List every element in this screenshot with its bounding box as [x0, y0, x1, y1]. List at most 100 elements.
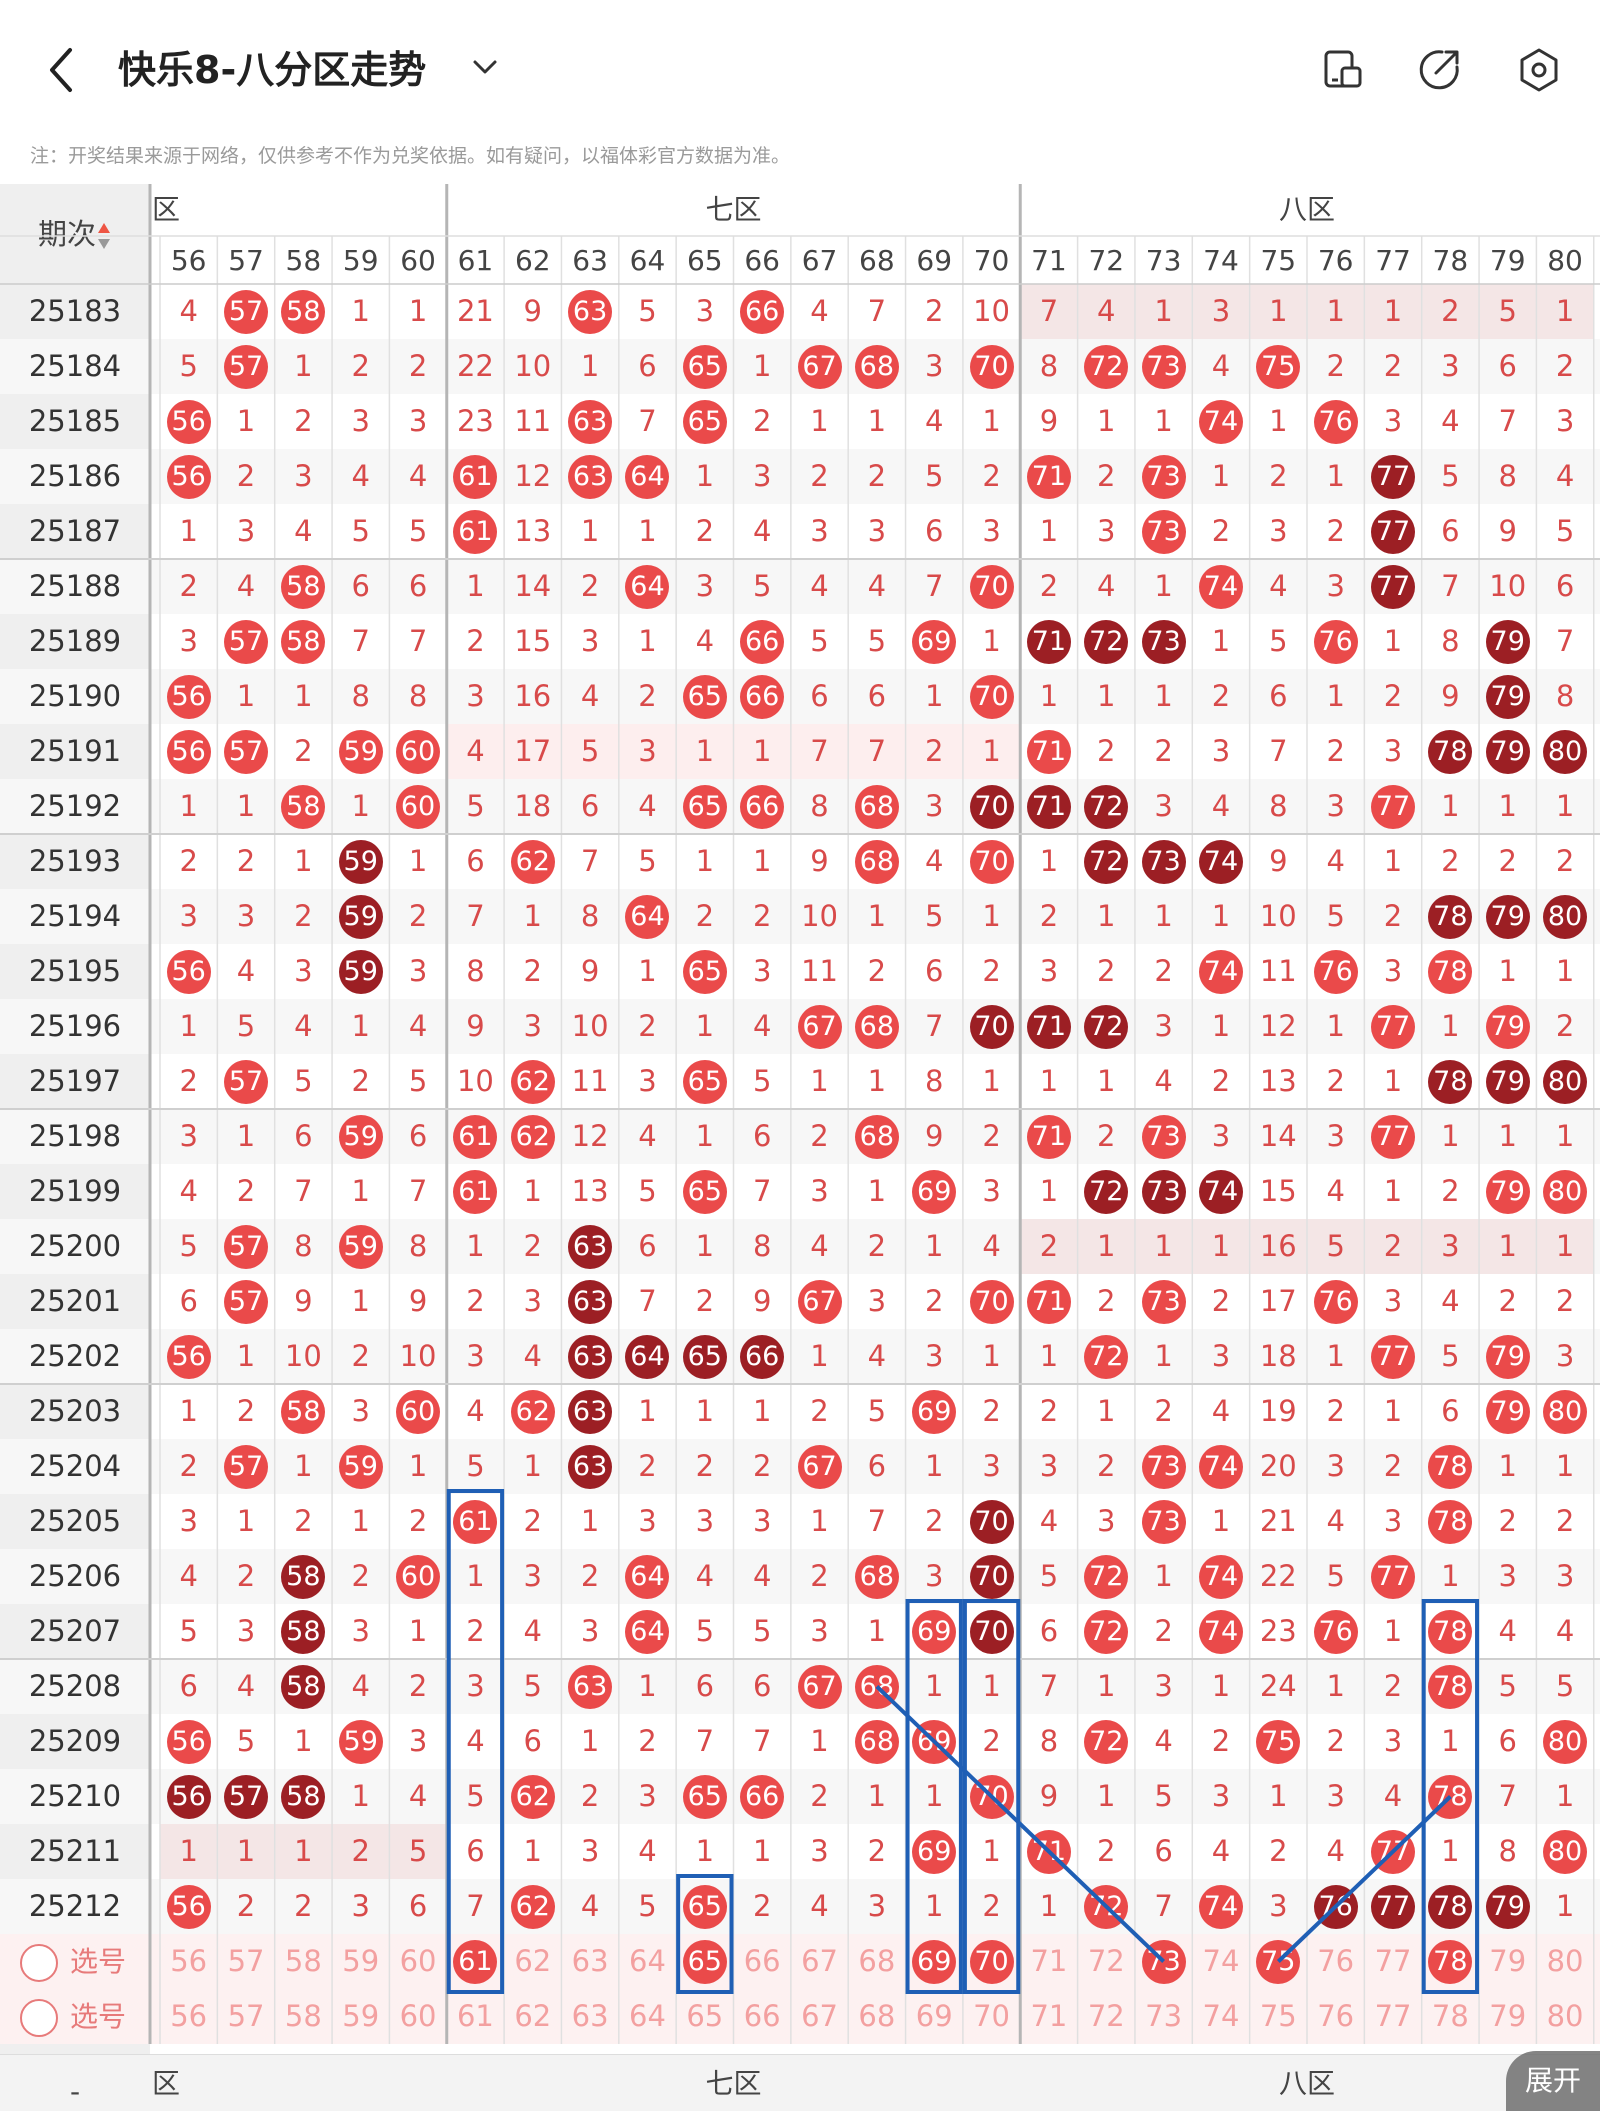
number-cell[interactable]: 1	[867, 1779, 887, 1813]
number-cell[interactable]: 3	[982, 514, 1001, 548]
number-cell[interactable]: 62	[504, 1054, 561, 1109]
number-cell[interactable]: 58	[275, 614, 332, 669]
number-cell[interactable]: 73	[1135, 834, 1192, 889]
number-cell[interactable]: 4	[1441, 404, 1460, 438]
number-cell[interactable]: 2	[1498, 1284, 1517, 1318]
number-cell[interactable]: 2	[466, 624, 485, 658]
number-cell[interactable]: 64	[619, 889, 676, 944]
number-cell[interactable]: 76	[1307, 394, 1364, 449]
number-cell[interactable]: 3	[179, 1504, 198, 1538]
number-cell[interactable]: 1	[752, 734, 772, 768]
number-cell[interactable]: 72	[1078, 834, 1135, 889]
number-cell[interactable]: 5	[1326, 1559, 1345, 1593]
number-cell[interactable]: 65	[676, 779, 733, 834]
number-cell[interactable]: 1	[351, 294, 370, 328]
number-cell[interactable]: 6	[1441, 514, 1460, 548]
number-cell[interactable]: 7	[1498, 1779, 1517, 1813]
number-cell[interactable]: 1	[294, 1449, 313, 1483]
number-cell[interactable]: 1	[1383, 1394, 1403, 1428]
number-cell[interactable]: 1	[867, 1064, 887, 1098]
number-cell[interactable]: 2	[638, 1009, 657, 1043]
number-cell[interactable]: 65	[676, 394, 733, 449]
number-cell[interactable]: 2	[1269, 1834, 1288, 1868]
number-cell[interactable]: 74	[1192, 944, 1249, 999]
number-cell[interactable]: 1	[982, 734, 1001, 768]
pick-number[interactable]: 69	[906, 1934, 963, 1989]
number-cell[interactable]: 1	[1211, 1009, 1231, 1043]
number-cell[interactable]: 1	[810, 1339, 829, 1373]
number-cell[interactable]: 76	[1307, 944, 1364, 999]
number-cell[interactable]: 1	[236, 1834, 256, 1868]
number-cell[interactable]: 1	[1154, 404, 1173, 438]
number-cell[interactable]: 59	[332, 889, 389, 944]
number-cell[interactable]: 77	[1364, 449, 1421, 504]
number-cell[interactable]: 4	[1498, 1614, 1517, 1648]
number-cell[interactable]: 1	[1097, 1394, 1116, 1428]
number-cell[interactable]: 3	[236, 514, 256, 548]
number-cell[interactable]: 10	[456, 1064, 494, 1098]
number-cell[interactable]: 3	[1211, 294, 1231, 328]
number-cell[interactable]: 1	[982, 1339, 1001, 1373]
pick-number[interactable]: 68	[858, 1944, 896, 1978]
pick-number[interactable]: 77	[1374, 1999, 1412, 2033]
number-cell[interactable]: 9	[580, 954, 600, 988]
number-cell[interactable]: 1	[810, 1064, 829, 1098]
number-cell[interactable]: 57	[217, 284, 274, 339]
number-cell[interactable]: 4	[1039, 1504, 1059, 1538]
number-cell[interactable]: 4	[523, 1614, 542, 1648]
number-cell[interactable]: 77	[1364, 1109, 1421, 1164]
number-cell[interactable]: 8	[351, 679, 370, 713]
number-cell[interactable]: 4	[236, 1669, 256, 1703]
number-cell[interactable]: 4	[1269, 569, 1288, 603]
number-cell[interactable]: 3	[638, 734, 657, 768]
number-cell[interactable]: 1	[1326, 1339, 1345, 1373]
number-cell[interactable]: 11	[1259, 954, 1297, 988]
number-cell[interactable]: 4	[638, 789, 657, 823]
number-cell[interactable]: 4	[1441, 1284, 1460, 1318]
number-cell[interactable]: 1	[1326, 459, 1345, 493]
number-cell[interactable]: 1	[408, 294, 428, 328]
number-cell[interactable]: 3	[638, 1064, 657, 1098]
number-cell[interactable]: 6	[466, 844, 485, 878]
number-cell[interactable]: 2	[810, 1119, 829, 1153]
number-cell[interactable]: 1	[982, 1669, 1001, 1703]
number-cell[interactable]: 4	[1326, 1834, 1345, 1868]
number-cell[interactable]: 3	[924, 789, 944, 823]
number-cell[interactable]: 64	[619, 449, 676, 504]
number-cell[interactable]: 3	[1383, 1504, 1403, 1538]
number-cell[interactable]: 1	[408, 1449, 428, 1483]
number-cell[interactable]: 3	[752, 954, 772, 988]
number-cell[interactable]: 3	[466, 679, 485, 713]
number-cell[interactable]: 5	[1555, 514, 1575, 548]
number-cell[interactable]: 2	[351, 1064, 370, 1098]
number-cell[interactable]: 2	[1154, 1614, 1173, 1648]
number-cell[interactable]: 7	[810, 734, 829, 768]
number-cell[interactable]: 77	[1364, 779, 1421, 834]
number-cell[interactable]: 65	[676, 669, 733, 724]
number-cell[interactable]: 2	[466, 1614, 485, 1648]
number-cell[interactable]: 64	[619, 1549, 676, 1604]
pick-number[interactable]: 63	[571, 1999, 609, 2033]
number-cell[interactable]: 3	[179, 1119, 198, 1153]
number-cell[interactable]: 16	[514, 679, 552, 713]
number-cell[interactable]: 2	[351, 1834, 370, 1868]
pick-number[interactable]: 72	[1087, 1944, 1125, 1978]
number-cell[interactable]: 1	[1211, 459, 1231, 493]
number-cell[interactable]: 1	[810, 404, 829, 438]
pick-number[interactable]: 58	[284, 1999, 322, 2033]
number-cell[interactable]: 4	[924, 844, 944, 878]
number-cell[interactable]: 3	[351, 1889, 370, 1923]
number-cell[interactable]: 5	[924, 459, 944, 493]
number-cell[interactable]: 8	[580, 899, 600, 933]
pick-number[interactable]: 80	[1546, 1999, 1584, 2033]
number-cell[interactable]: 2	[1154, 954, 1173, 988]
pick-number[interactable]: 69	[915, 1999, 953, 2033]
number-cell[interactable]: 1	[1383, 624, 1403, 658]
number-cell[interactable]: 23	[456, 404, 494, 438]
number-cell[interactable]: 74	[1192, 1549, 1249, 1604]
pick-number[interactable]: 70	[963, 1934, 1020, 1989]
number-cell[interactable]: 3	[1441, 349, 1460, 383]
number-cell[interactable]: 7	[867, 1504, 887, 1538]
number-cell[interactable]: 1	[695, 734, 715, 768]
number-cell[interactable]: 9	[810, 844, 829, 878]
